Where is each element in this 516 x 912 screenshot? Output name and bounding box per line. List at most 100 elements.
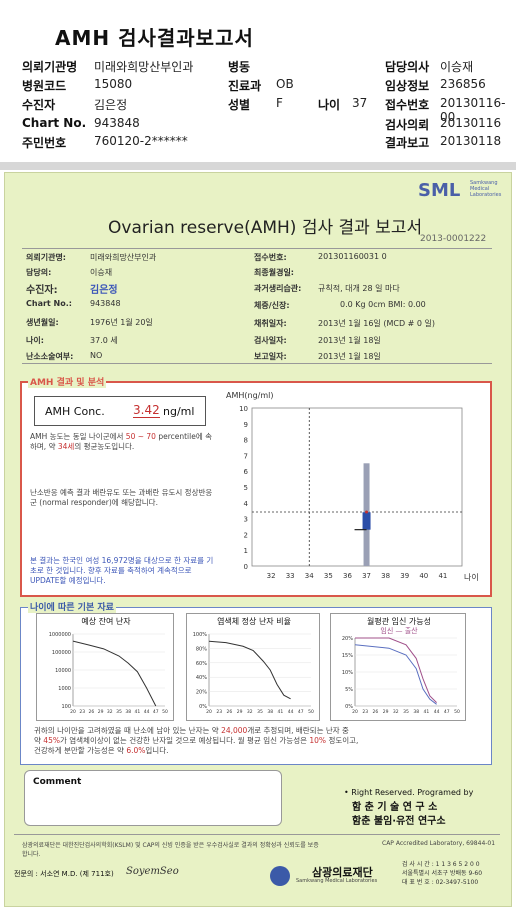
y-tick-label: 1000000 (49, 632, 71, 638)
header-key: 진료과 (228, 79, 262, 93)
text: 입니다. (145, 746, 169, 755)
text: percentile에 속하며, 약 (30, 432, 213, 451)
info-key: 담당의: (26, 268, 52, 277)
amh-response-text: 난소반응 예측 결과 배란유도 또는 과배란 유도시 정상반응군 (normal… (30, 488, 213, 507)
header-key: 병동 (228, 60, 251, 74)
separator-bar (0, 162, 516, 170)
foundation-name: 삼광의료재단 (312, 866, 373, 879)
page-title: AMH 검사결과보고서 (55, 26, 254, 50)
y-tick-label: 7 (244, 452, 248, 460)
x-tick-label: 50 (454, 709, 460, 715)
signature: SoyemSeo (126, 866, 179, 877)
x-tick-label: 44 (434, 709, 440, 715)
x-tick-label: 38 (125, 709, 131, 715)
y-tick-label: 20% (342, 636, 353, 642)
y-tick-label: 0 (244, 563, 248, 571)
amh-unit: ng/ml (163, 405, 195, 418)
info-key: 과거생리습관: (254, 284, 302, 293)
x-tick-label: 44 (144, 709, 150, 715)
x-tick-label: 35 (116, 709, 122, 715)
info-key: 최종월경일: (254, 268, 294, 277)
x-tick-label: 23 (79, 709, 85, 715)
info-value: 2013년 1월 18일 (318, 336, 381, 345)
y-tick-label: 10% (342, 670, 353, 676)
x-tick-label: 41 (135, 709, 141, 715)
text: 약 (34, 736, 41, 745)
contact-line: 대 표 번 호 : 02-3497-5100 (402, 879, 479, 886)
lab-name-1: 함 춘 기 술 연 구 소 (352, 802, 438, 813)
x-tick-label: 41 (278, 709, 284, 715)
y-tick-label: 0% (199, 704, 207, 710)
age-section-title: 나이에 따른 기본 자료 (28, 600, 116, 613)
y-tick-label: 80% (196, 646, 207, 652)
line: 건강하게 분만할 가능성은 약 6.0%입니다. (34, 746, 484, 756)
y-tick-label: 9 (244, 421, 248, 429)
info-key: 생년월일: (26, 318, 59, 327)
info-key: Chart No.: (26, 299, 72, 308)
x-tick-label: 41 (438, 572, 447, 580)
x-tick-label: 32 (393, 709, 399, 715)
normal-percent: 45% (43, 736, 60, 745)
info-value: 0.0 Kg 0cm BMI: 0.00 (340, 300, 426, 309)
info-value: NO (90, 351, 103, 360)
x-tick-label: 33 (286, 572, 295, 580)
y-tick-label: 100% (193, 632, 208, 638)
report-id: 2013-0001222 (420, 234, 487, 244)
text: 개로 추정되며, 배란되는 난자 중 (247, 726, 349, 735)
x-tick-label: 20 (70, 709, 76, 715)
egg-count: 24,000 (221, 726, 248, 735)
amh-value: 3.42 (133, 403, 160, 418)
text: 귀하의 나이만을 고려하였을 때 난소에 남아 있는 난자는 약 (34, 726, 219, 735)
y-tick-label: 100 (61, 704, 71, 710)
x-tick-label: 29 (383, 709, 389, 715)
x-tick-label: 38 (381, 572, 390, 580)
x-tick-label: 37 (362, 572, 371, 580)
header-value: 15080 (94, 77, 133, 91)
x-tick-label: 38 (413, 709, 419, 715)
sml-logo-subtitle: Samkwang Medical Laboratories (470, 180, 502, 198)
info-key: 수진자: (26, 285, 58, 296)
x-tick-label: 32 (107, 709, 113, 715)
info-key: 채취일자: (254, 319, 287, 328)
info-value: 37.0 세 (90, 336, 118, 345)
header-key: 병원코드 (22, 79, 67, 93)
header-key: 의뢰기관명 (22, 60, 78, 74)
info-key: 검사일자: (254, 336, 287, 345)
x-tick-label: 26 (89, 709, 95, 715)
series-line (72, 640, 157, 707)
x-tick-label: 47 (444, 709, 450, 715)
x-tick-label: 34 (305, 572, 314, 580)
contact-info: 검 사 시 간 : 1 1 3 6 5 2 0 0 서울특별시 서초구 방배동 … (402, 860, 482, 887)
certification-text: 삼광의료재단은 대한진단검사의학회(KSLM) 및 CAP의 신빙 인증을 받은… (22, 842, 319, 858)
amh-data-note: 본 결과는 한국인 여성 16,972명을 대상으로 한 자료를 기초로 한 것… (30, 556, 214, 585)
text: AMH 농도는 동일 나이군에서 (30, 432, 124, 441)
x-tick-label: 36 (343, 572, 352, 580)
lab-name-2: 함춘 불임·유전 연구소 (352, 816, 446, 827)
x-tick-label: 50 (308, 709, 314, 715)
header-key: 나이 (318, 98, 341, 112)
amh-section-title: AMH 결과 및 분석 (28, 375, 107, 388)
series-line (354, 644, 437, 705)
y-tick-label: 40% (196, 675, 207, 681)
plot-area (251, 407, 463, 567)
header-key: 성별 (228, 98, 251, 112)
text: 정도이고, (328, 736, 359, 745)
header-key: 임상정보 (385, 79, 430, 93)
header-value: 20130118 (440, 134, 502, 148)
info-key: 체중/신장: (254, 301, 290, 310)
pregnancy-percent: 10% (309, 736, 327, 745)
doctor-name: 전문의 : 서소연 M.D. (제 711호) (14, 870, 114, 878)
header-key: Chart No. (22, 116, 87, 130)
sml-logo: SML (418, 180, 461, 201)
amh-label: AMH Conc. (45, 405, 105, 418)
header-value: 943848 (94, 116, 140, 130)
patient-name: 김은정 (90, 285, 118, 296)
x-tick-label: 47 (298, 709, 304, 715)
header-value: 미래와희망산부인과 (94, 60, 194, 74)
info-value: 이승재 (90, 268, 113, 277)
amh-percentile-text: AMH 농도는 동일 나이군에서 50 ~ 70 percentile에 속하며… (30, 432, 216, 452)
birth-percent: 6.0% (126, 746, 146, 755)
patient-info-left: 의뢰기관명: 미래와희망산부인과 담당의: 이승재 수진자: 김은정 Chart… (26, 252, 246, 362)
x-tick-label: 35 (257, 709, 263, 715)
